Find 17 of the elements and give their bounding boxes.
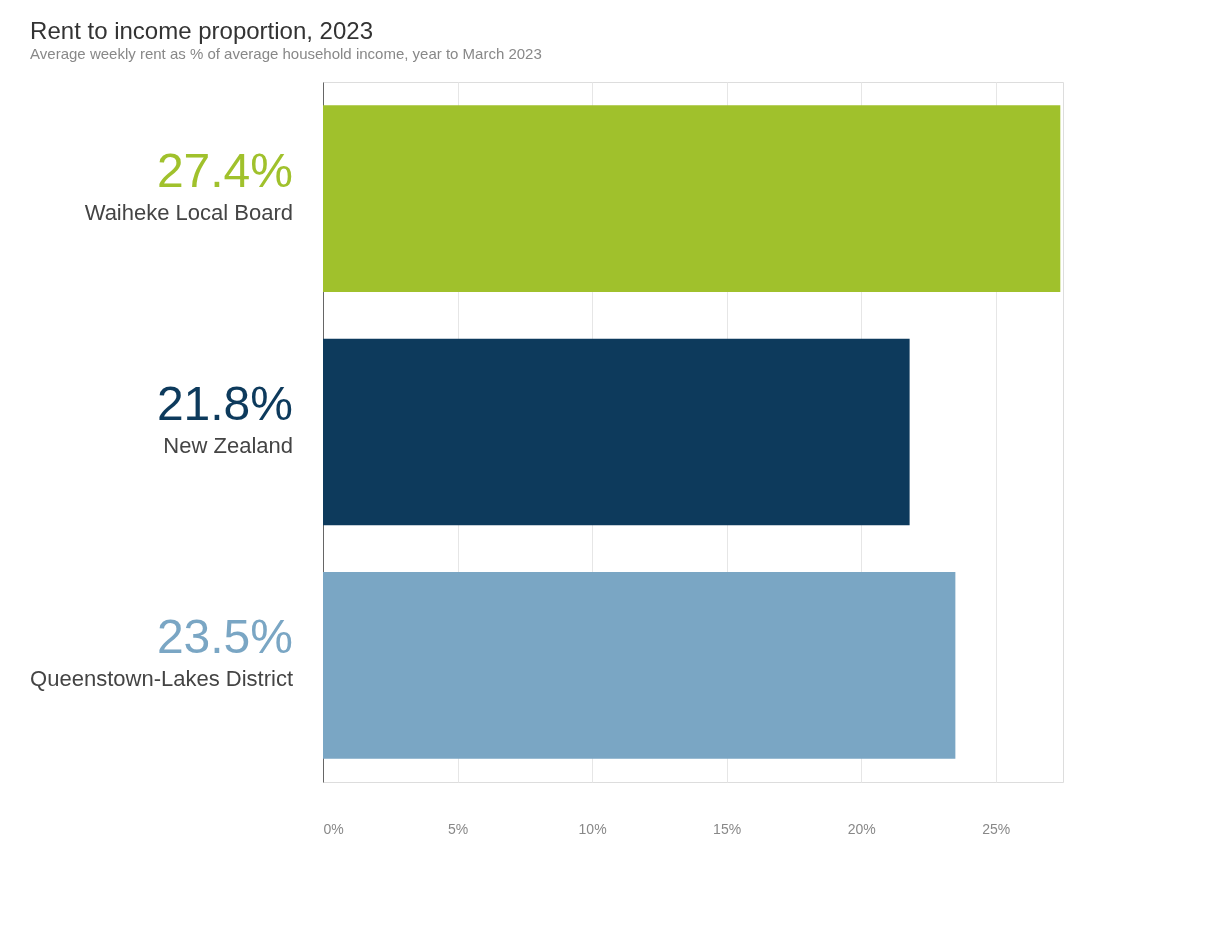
data-label: 23.5% — [156, 610, 293, 664]
chart-title: Rent to income proportion, 2023 — [30, 17, 374, 44]
x-tick-label: 15% — [713, 820, 742, 837]
y-tick-label: Queenstown-Lakes District — [30, 666, 293, 692]
bar — [323, 105, 1061, 292]
x-tick-label: 0% — [323, 820, 344, 837]
x-tick-label: 10% — [578, 820, 607, 837]
x-tick-label: 5% — [447, 820, 469, 837]
x-tick-label: 25% — [982, 820, 1011, 837]
chart-subtitle: Average weekly rent as % of average household income, year to March 2023 — [30, 45, 542, 62]
bar — [323, 572, 956, 759]
bar — [323, 338, 910, 526]
data-label: 27.4% — [156, 143, 293, 197]
x-tick-label: 20% — [847, 820, 876, 837]
y-tick-label: Waiheke Local Board — [84, 199, 293, 225]
data-label: 21.8% — [156, 377, 293, 430]
y-tick-label: New Zealand — [163, 433, 293, 458]
